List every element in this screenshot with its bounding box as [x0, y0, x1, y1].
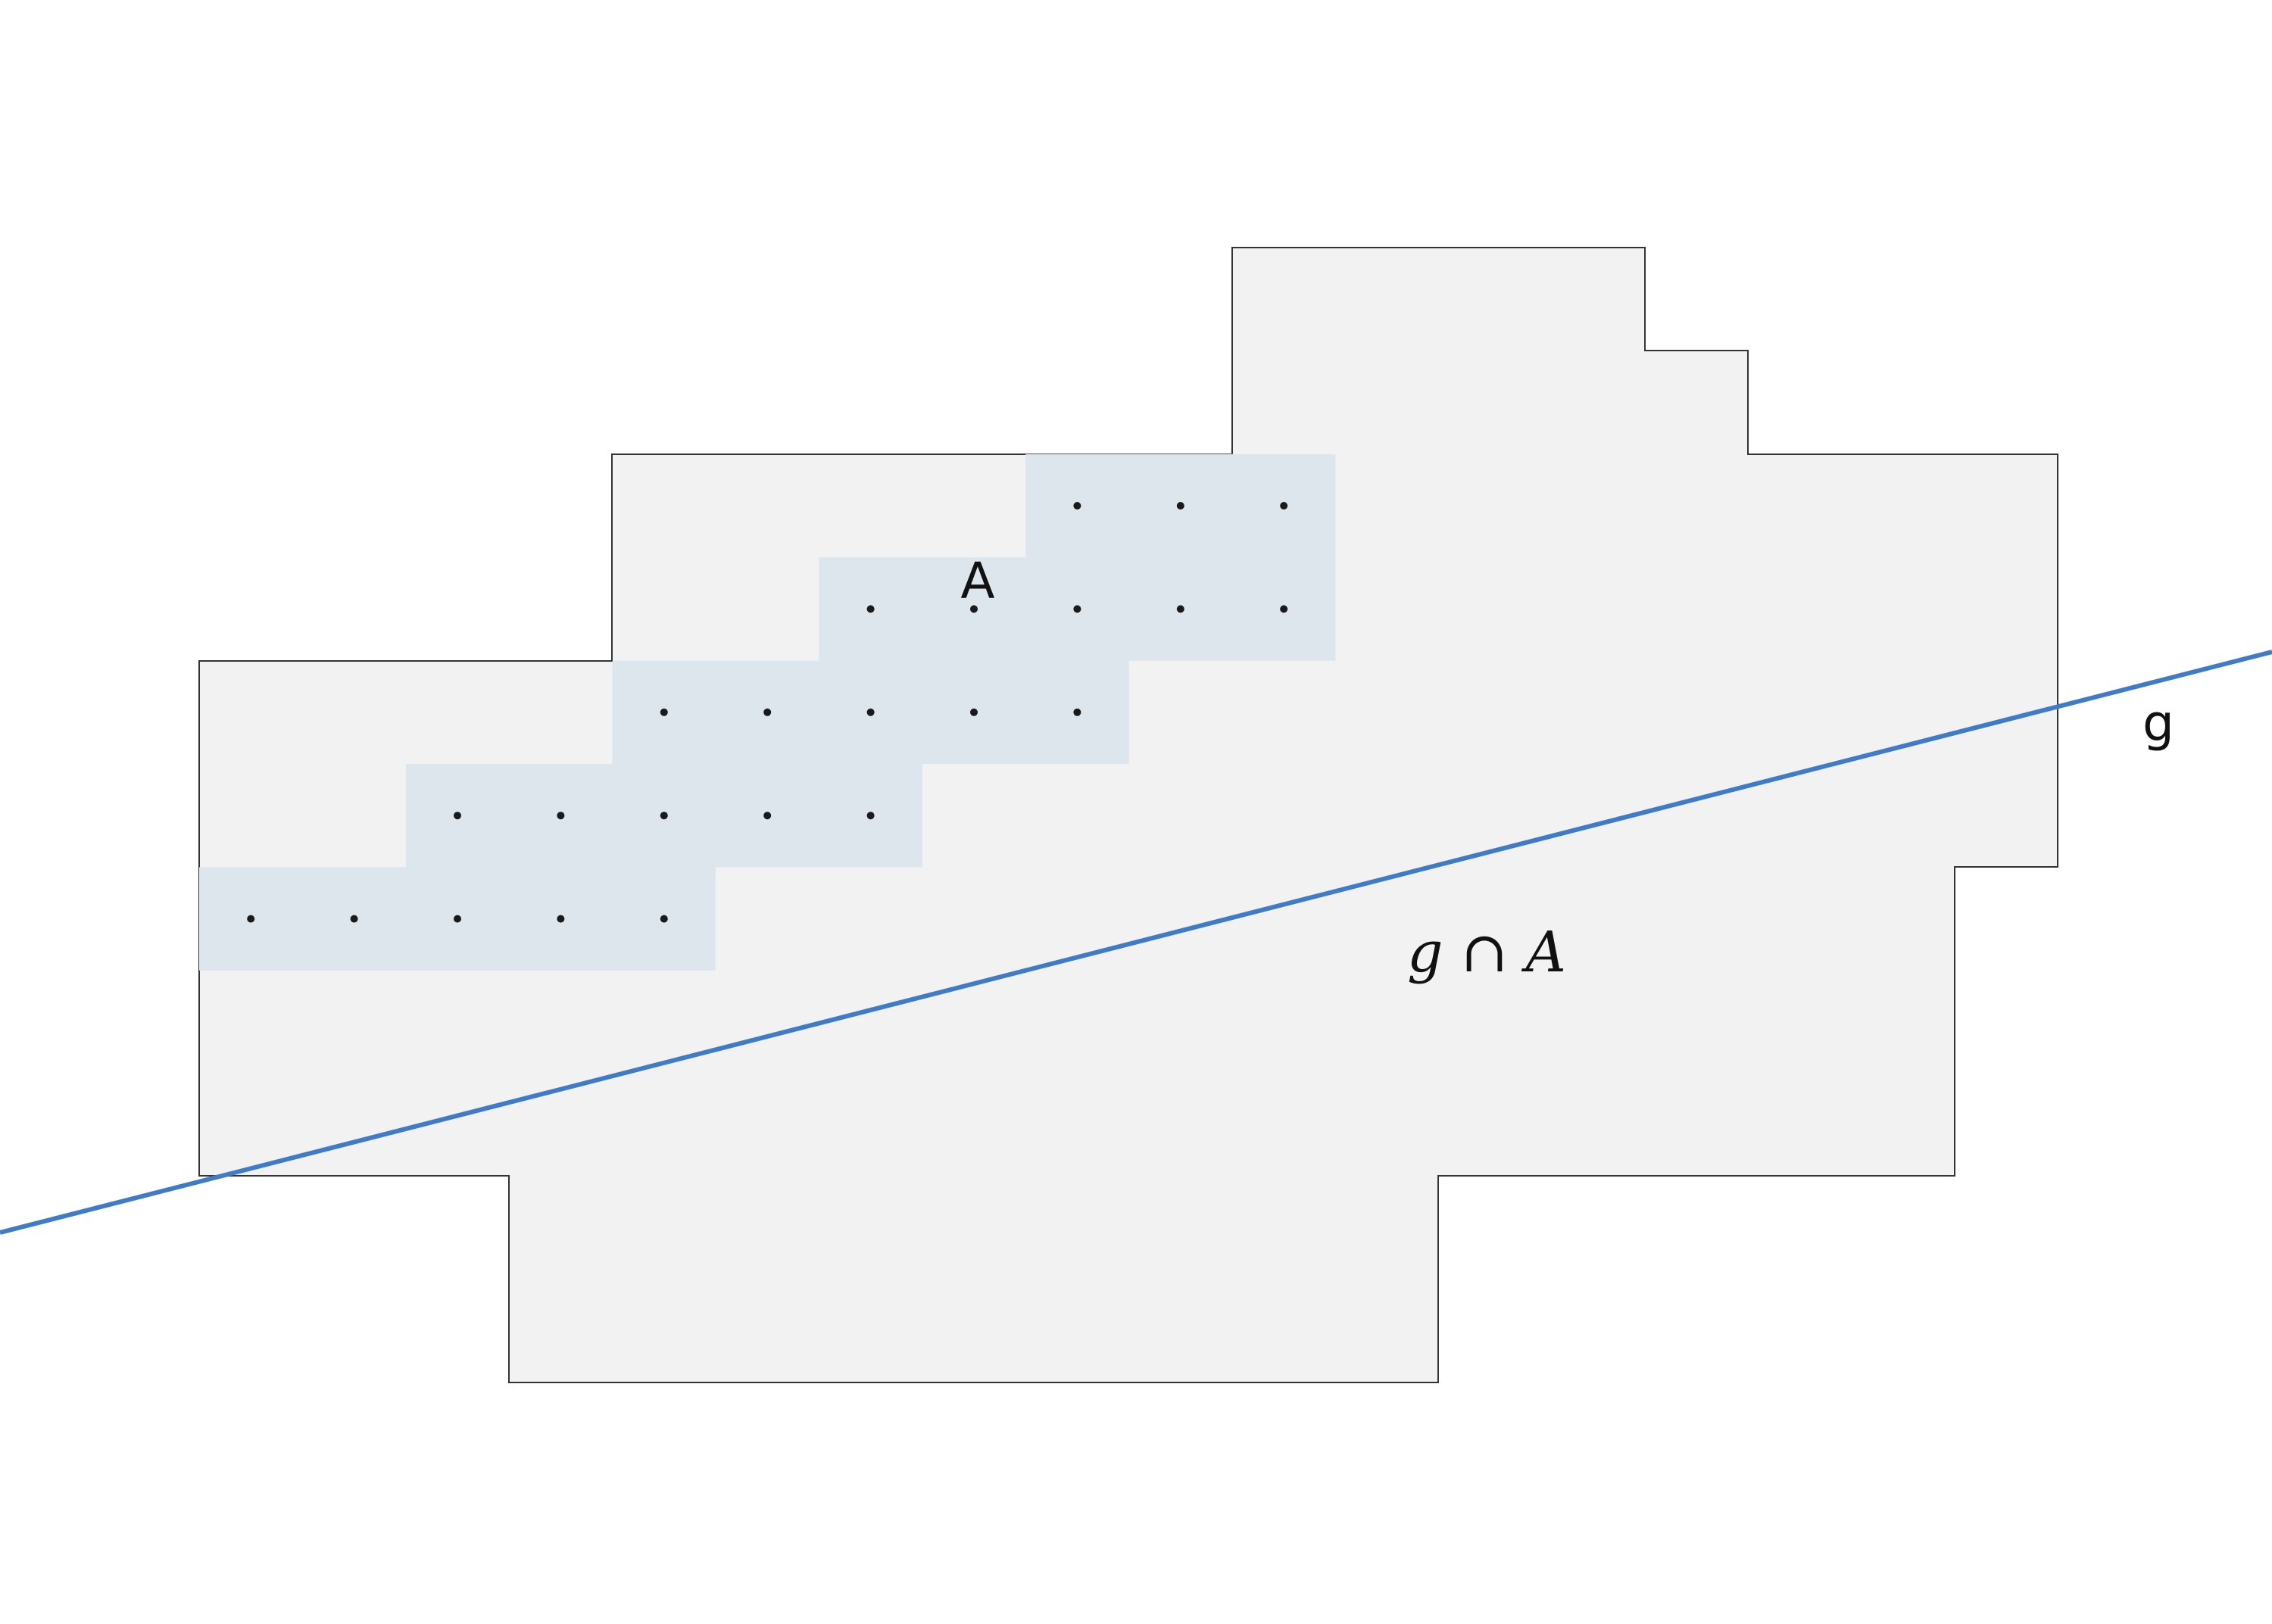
- lattice-point: [1176, 605, 1184, 613]
- lattice-point: [1073, 708, 1081, 716]
- lattice-point: [660, 915, 668, 923]
- lattice-point: [660, 708, 668, 716]
- lattice-point: [866, 812, 875, 820]
- lattice-point: [970, 708, 978, 716]
- lattice-point: [454, 915, 461, 923]
- set-label-a: A: [960, 552, 994, 610]
- lattice-point: [1280, 502, 1288, 510]
- line-label-g: g: [2142, 694, 2174, 753]
- lattice-point: [763, 708, 772, 716]
- lattice-point: [763, 812, 772, 820]
- intersection-label: g ∩ A: [1407, 920, 1566, 985]
- lattice-point: [970, 605, 978, 613]
- lattice-point: [1176, 502, 1184, 510]
- lattice-point: [866, 708, 875, 716]
- lattice-point: [1073, 605, 1081, 613]
- lattice-point: [350, 915, 358, 923]
- line-g: [0, 650, 2272, 1235]
- lattice-point: [247, 915, 255, 923]
- lattice-point: [660, 812, 668, 820]
- lattice-point: [866, 605, 875, 613]
- lattice-point: [557, 812, 565, 820]
- lattice-point: [1073, 502, 1081, 510]
- lattice-point: [557, 915, 565, 923]
- lattice-point: [454, 812, 461, 820]
- lattice-points: [247, 502, 1288, 923]
- lattice-point: [1280, 605, 1288, 613]
